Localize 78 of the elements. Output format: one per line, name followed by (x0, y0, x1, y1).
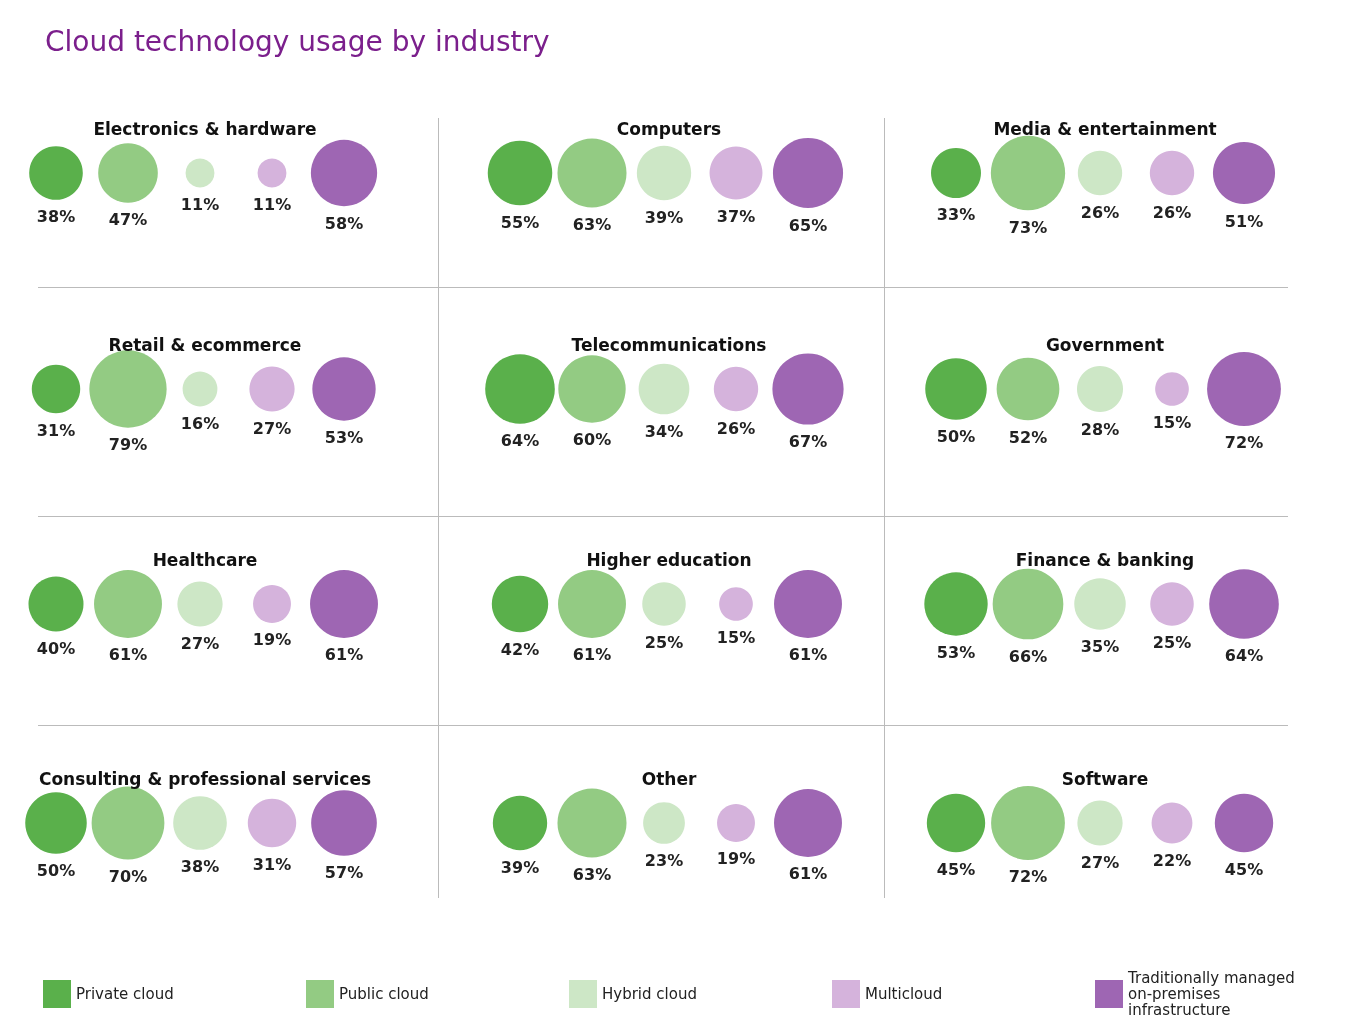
data-label: 52% (1008, 427, 1048, 447)
category-label: Higher education (586, 549, 752, 570)
data-label: 25% (1152, 633, 1192, 653)
category-label: Other (641, 768, 697, 789)
legend-label: Traditionally managed on-premises infrastructure (1127, 969, 1300, 1019)
data-label: 11% (252, 194, 292, 214)
category-label: Computers (616, 118, 722, 139)
category-label: Government (1045, 334, 1165, 355)
data-label: 31% (36, 420, 76, 440)
category-label: Electronics & hardware (93, 118, 317, 139)
text: Cloud technology usage by industry (45, 24, 550, 58)
data-label: 67% (788, 432, 828, 452)
data-label: 35% (1080, 637, 1120, 657)
data-label: 66% (1008, 646, 1048, 666)
data-label: 37% (716, 206, 756, 226)
category-label: Healthcare (152, 549, 258, 570)
data-label: 70% (108, 866, 148, 886)
data-label: 26% (1080, 202, 1120, 222)
data-label: 65% (788, 215, 828, 235)
data-label: 61% (572, 645, 612, 665)
data-label: 79% (108, 435, 148, 455)
data-label: 38% (180, 857, 220, 877)
data-label: 63% (572, 865, 612, 885)
data-label: 72% (1008, 867, 1048, 887)
data-label: 15% (716, 628, 756, 648)
legend-label: Public cloud (339, 985, 429, 1003)
data-label: 27% (1080, 853, 1120, 873)
data-label: 28% (1080, 419, 1120, 439)
data-label: 39% (644, 207, 684, 227)
data-label: 64% (1224, 646, 1264, 666)
data-label: 23% (644, 851, 684, 871)
data-label: 39% (500, 857, 540, 877)
category-label: Finance & banking (1015, 549, 1195, 570)
data-label: 63% (572, 215, 612, 235)
data-label: 27% (252, 419, 292, 439)
data-label: 53% (936, 643, 976, 663)
data-label: 38% (36, 207, 76, 227)
data-label: 11% (180, 194, 220, 214)
data-label: 33% (936, 205, 976, 225)
data-label: 51% (1224, 211, 1264, 231)
data-label: 45% (936, 859, 976, 879)
data-label: 16% (180, 413, 220, 433)
data-label: 26% (1152, 202, 1192, 222)
data-label: 47% (108, 210, 148, 230)
data-label: 26% (716, 418, 756, 438)
data-label: 42% (500, 639, 540, 659)
data-label: 15% (1152, 413, 1192, 433)
data-label: 60% (572, 430, 612, 450)
category-label: Consulting & professional services (38, 768, 372, 789)
category-label: Telecommunications (571, 334, 767, 355)
data-label: 27% (180, 634, 220, 654)
data-label: 57% (324, 863, 364, 883)
data-label: 19% (716, 849, 756, 869)
category-label: Software (1061, 768, 1149, 789)
data-label: 64% (500, 431, 540, 451)
data-label: 50% (36, 861, 76, 881)
legend-label: Multicloud (865, 985, 943, 1003)
legend-label: Private cloud (76, 985, 174, 1003)
data-label: 45% (1224, 859, 1264, 879)
data-label: 61% (788, 645, 828, 665)
data-label: 58% (324, 213, 364, 233)
data-label: 73% (1008, 217, 1048, 237)
data-label: 55% (500, 212, 540, 232)
data-label: 40% (36, 639, 76, 659)
data-label: 19% (252, 630, 292, 650)
data-label: 34% (644, 421, 684, 441)
category-label: Retail & ecommerce (108, 334, 302, 355)
data-label: 25% (644, 633, 684, 653)
category-label: Media & entertainment (993, 118, 1217, 139)
data-label: 31% (252, 854, 292, 874)
data-label: 72% (1224, 433, 1264, 453)
legend-label: Hybrid cloud (602, 985, 697, 1003)
data-label: 61% (324, 645, 364, 665)
data-label: 61% (108, 645, 148, 665)
data-label: 53% (324, 428, 364, 448)
data-label: 61% (788, 864, 828, 884)
data-label: 50% (936, 427, 976, 447)
data-label: 22% (1152, 850, 1192, 870)
